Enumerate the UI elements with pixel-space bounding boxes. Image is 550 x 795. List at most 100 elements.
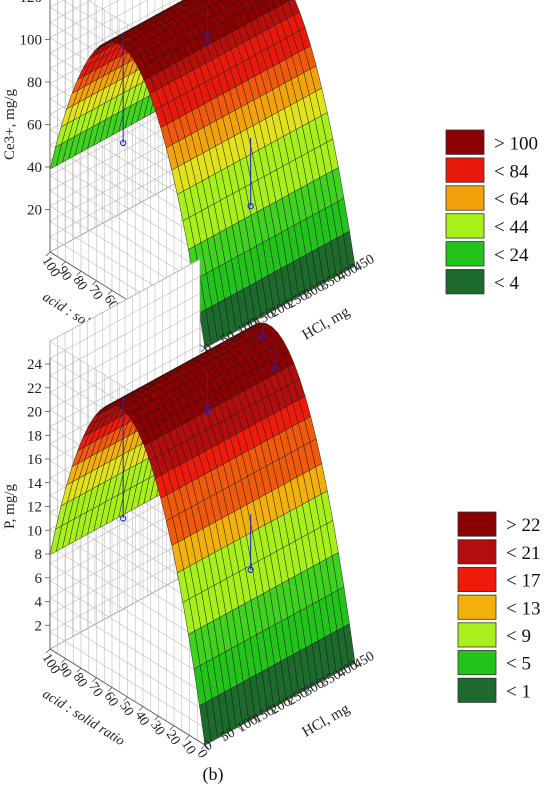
legend-swatch (457, 539, 497, 565)
legend-label: < 24 (494, 245, 529, 266)
data-point (120, 139, 127, 147)
y-tick-label: 40 (132, 709, 152, 729)
legend-label: < 44 (494, 217, 529, 238)
x-axis-line (204, 662, 356, 746)
legend-swatch (445, 213, 485, 239)
response-surface (49, 322, 356, 746)
y-tick-label: 80 (70, 670, 90, 690)
x-axis-line (204, 265, 356, 349)
x-tick-mark (304, 293, 310, 298)
y-tick-mark (92, 677, 97, 683)
x-tick-mark (238, 726, 243, 732)
y-tick-mark (200, 744, 206, 750)
y-tick-mark (76, 667, 82, 673)
z-tick-label: 22 (27, 381, 42, 397)
z-tick-label: 20 (27, 203, 42, 219)
y-tick-mark (138, 706, 144, 711)
data-point (247, 202, 254, 210)
z-tick-label: 6 (35, 571, 43, 587)
legend-label: < 84 (494, 161, 529, 182)
data-point (204, 409, 211, 416)
z-tick-label: 120 (20, 0, 43, 6)
y-tick-label: 30 (147, 718, 167, 738)
y-tick-mark (169, 725, 175, 731)
z-tick-label: 60 (27, 118, 42, 134)
z-tick-label: 18 (27, 428, 42, 444)
wall-grid-line (49, 0, 120, 39)
z-tick-label: 10 (27, 523, 42, 539)
legend-label: > 22 (506, 515, 540, 536)
z-axis: 20 40 60 80 100 120 Ce3+, mg/g (2, 0, 51, 252)
z-tick-label: 16 (27, 452, 43, 468)
y-tick-mark (107, 687, 113, 692)
x-tick-mark (288, 302, 293, 307)
y-tick-label: 50 (116, 699, 136, 719)
y-tick-label: 70 (85, 680, 105, 700)
legend-swatch (445, 241, 485, 267)
x-tick-mark (338, 671, 343, 677)
z-tick-label: 8 (35, 547, 43, 563)
legend-swatch (445, 157, 485, 183)
legend-swatch (457, 677, 497, 703)
y-tick-label: 80 (70, 273, 90, 293)
x-tick-mark (354, 265, 360, 271)
legend-label: < 64 (494, 189, 529, 210)
y-tick-mark (61, 261, 66, 266)
data-point (259, 332, 267, 340)
y-tick-mark (200, 347, 206, 353)
z-tick-label: 100 (20, 33, 43, 49)
x-tick-mark (271, 708, 276, 713)
legend: > 22 < 21 < 17 < 13 < 9 < 5 < 1 (457, 511, 540, 703)
data-point (272, 365, 279, 372)
legend-swatch (445, 129, 485, 155)
experimental-points (120, 7, 254, 210)
z-tick-label: 12 (27, 500, 42, 516)
z-tick-label: 4 (35, 595, 43, 611)
legend-swatch (457, 594, 497, 620)
x-axis-title: HCl, mg (300, 304, 353, 344)
x-tick-mark (338, 274, 343, 280)
y-tick-mark (92, 280, 97, 286)
z-axis-title: P, mg/g (2, 483, 18, 529)
z-axis-title: Ce3+, mg/g (2, 89, 18, 160)
x-tick-mark (321, 680, 326, 686)
legend-label: < 21 (506, 543, 540, 564)
z-tick-label: 40 (27, 160, 42, 176)
wall-grid-line (49, 0, 92, 23)
legend-swatch (457, 567, 497, 593)
x-tick-mark (321, 283, 326, 289)
legend-swatch (445, 185, 485, 211)
legend-label: < 13 (506, 598, 540, 619)
y-tick-mark (45, 648, 51, 654)
y-tick-mark (123, 696, 128, 702)
y-tick-label: 20 (163, 728, 183, 748)
y-tick-label: 70 (85, 283, 105, 303)
z-tick-label: 24 (27, 357, 43, 373)
y-tick-mark (76, 270, 82, 276)
y-tick-mark (61, 658, 66, 663)
y-tick-mark (45, 251, 51, 257)
z-tick-label: 80 (27, 75, 42, 91)
y-tick-label: 90 (54, 661, 74, 681)
x-tick-mark (204, 744, 210, 750)
x-tick-mark (288, 699, 293, 704)
panel-label: (b) (203, 764, 224, 785)
y-tick-mark (107, 290, 113, 295)
y-tick-mark (154, 715, 159, 721)
legend-swatch (457, 622, 497, 648)
legend-swatch (457, 650, 497, 676)
x-axis-title: HCl, mg (300, 701, 353, 741)
x-tick-label: 50 (218, 725, 238, 745)
response-surface (49, 0, 356, 349)
legend-label: < 9 (506, 626, 531, 647)
surface-cell (200, 0, 207, 2)
legend-swatch (445, 269, 485, 295)
legend: > 100 < 84 < 64 < 44 < 24 < 4 (445, 129, 538, 295)
y-tick-label: 10 (178, 738, 198, 758)
y-tick-mark (185, 735, 190, 740)
x-tick-mark (221, 735, 226, 741)
z-tick-label: 14 (27, 476, 43, 492)
